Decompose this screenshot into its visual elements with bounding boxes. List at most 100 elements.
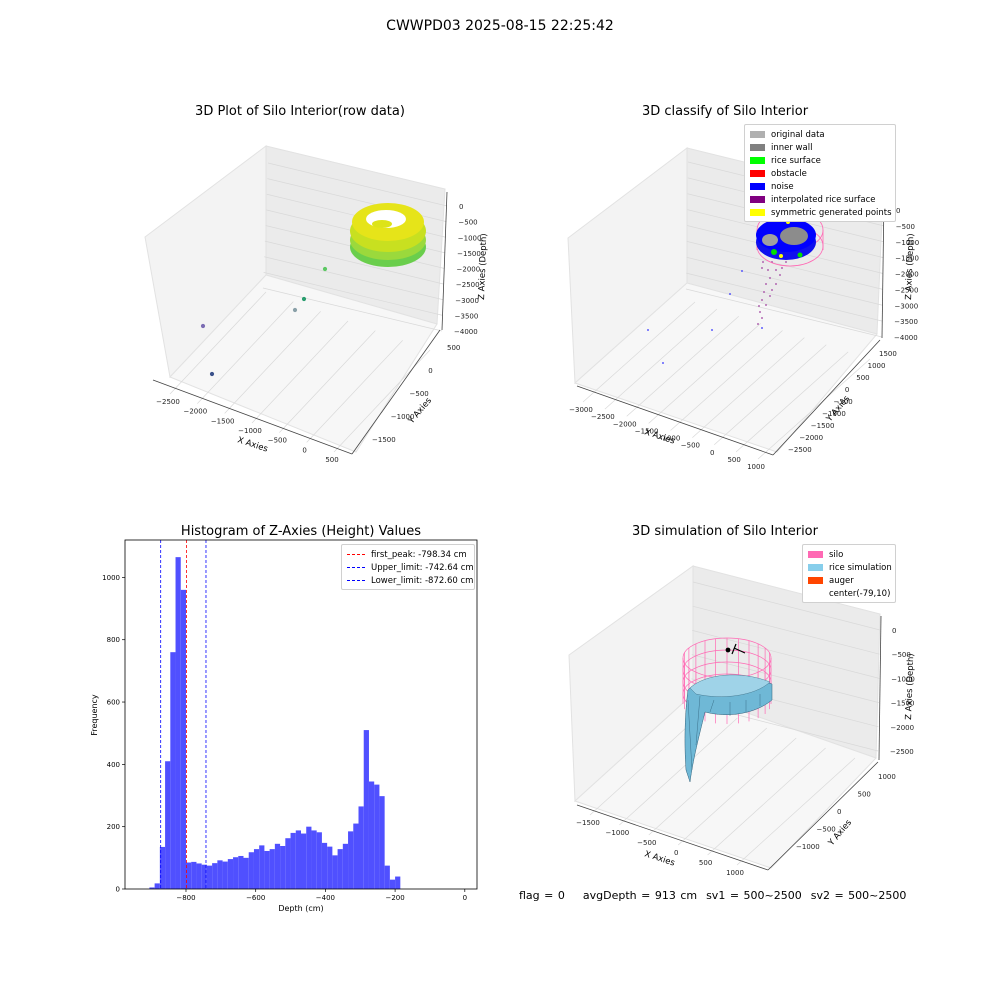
histogram-bar — [154, 883, 160, 889]
classify-z-tick-label: −2500 — [895, 286, 919, 294]
classify-trail-point — [775, 283, 777, 285]
sim-z-tick-label: −1500 — [891, 700, 915, 708]
histogram-bar — [358, 806, 364, 889]
sim-3d-box — [568, 565, 882, 871]
legend-swatch — [808, 551, 823, 558]
legend-label: obstacle — [771, 168, 807, 179]
legend-label: Upper_limit: -742.64 cm — [371, 562, 474, 573]
classify-legend-item: rice surface — [750, 154, 890, 167]
hist-x-tick-label: −800 — [176, 894, 195, 902]
classify-legend-item: inner wall — [750, 141, 890, 154]
histogram-legend-item: Lower_limit: -872.60 cm — [347, 574, 473, 587]
histogram-bar — [290, 832, 296, 889]
sim-rice-surface — [684, 674, 773, 783]
raw-z-tick-label: −3500 — [455, 312, 479, 320]
raw-y-tick-label: −1000 — [391, 413, 415, 421]
histogram-bar — [175, 557, 181, 889]
classify-trail-point — [757, 323, 759, 325]
classify-legend-item: symmetric generated points — [750, 206, 892, 219]
classify-x-tick-label: 0 — [710, 449, 714, 457]
raw-surface-ring — [350, 203, 426, 267]
histogram-bar — [259, 845, 265, 889]
classify-trail-point — [763, 291, 765, 293]
classify-trail-point — [758, 305, 760, 307]
legend-line — [347, 580, 365, 581]
classify-legend-item: original data — [750, 128, 890, 141]
raw-y-tick-label: 0 — [428, 367, 432, 375]
raw-y-tick-label: −1500 — [372, 436, 396, 444]
histogram-bars — [149, 557, 401, 889]
classify-trail-point — [759, 311, 761, 313]
histogram-bar — [191, 861, 197, 889]
raw-z-tick-label: −1500 — [457, 250, 481, 258]
classify-z-tick-label: 0 — [896, 207, 900, 215]
classify-trail-point — [762, 261, 764, 263]
histogram-legend-item: first_peak: -798.34 cm — [347, 548, 469, 561]
sim-y-tick-label: −1000 — [796, 843, 820, 851]
legend-swatch — [808, 564, 823, 571]
legend-label: rice simulation — [829, 562, 892, 573]
classify-trail-point — [781, 267, 783, 269]
panel-sim-title: 3D simulation of Silo Interior — [632, 524, 818, 539]
histogram-bar — [196, 863, 202, 889]
legend-label: auger — [829, 575, 854, 586]
raw-z-tick-label: 0 — [459, 203, 463, 211]
histogram-bar — [149, 887, 155, 889]
classify-trail-point — [771, 289, 773, 291]
histogram-bar — [337, 849, 343, 889]
classify-noise-points — [647, 270, 763, 364]
histogram-bar — [227, 859, 234, 889]
classify-x-tick-label: −3000 — [569, 406, 593, 414]
raw-z-tick-label: −500 — [458, 219, 477, 227]
legend-label: symmetric generated points — [771, 207, 892, 218]
raw-x-tick-label: −1500 — [211, 417, 235, 425]
histogram-bar — [222, 861, 228, 889]
histogram-bar — [170, 652, 176, 889]
legend-swatch — [808, 590, 823, 597]
sim-z-label: Z Axies (Depth) — [904, 653, 916, 720]
legend-line — [347, 554, 365, 555]
legend-swatch — [750, 131, 765, 138]
figure-title: CWWPD03 2025-08-15 22:25:42 — [386, 18, 614, 34]
histogram-bar — [374, 784, 380, 889]
histogram-bar — [311, 830, 317, 889]
classify-trail-point — [769, 277, 771, 279]
classify-trail-point — [765, 283, 767, 285]
histogram-bar — [321, 842, 328, 889]
classify-z-tick-label: −1000 — [896, 239, 920, 247]
histogram-bar — [280, 845, 286, 889]
classify-trail-point — [775, 269, 777, 271]
sim-y-tick-label: 0 — [837, 808, 841, 816]
histogram-frame — [124, 539, 478, 890]
histogram-bar — [274, 843, 281, 889]
panel-hist-title: Histogram of Z-Axies (Height) Values — [180, 524, 422, 539]
sim-center-marker — [725, 643, 746, 655]
raw-z-label: Z Axies (Depth) — [477, 233, 489, 300]
classify-legend-item: interpolated rice surface — [750, 193, 890, 206]
raw-y-tick-label: 500 — [447, 344, 460, 352]
histogram-bar — [180, 589, 186, 889]
raw-points — [200, 266, 328, 377]
legend-label: original data — [771, 129, 825, 140]
raw-data-point — [322, 266, 328, 272]
hist-x-tick-label: −200 — [385, 894, 404, 902]
histogram-bar — [212, 863, 218, 889]
classify-legend-item: obstacle — [750, 167, 890, 180]
classify-trail-point — [765, 304, 767, 306]
hist-x-tick-label: −400 — [316, 894, 335, 902]
histogram-bar — [206, 865, 213, 889]
legend-label: noise — [771, 181, 794, 192]
raw-z-tick-label: −4000 — [454, 328, 478, 336]
histogram-bar — [285, 838, 291, 889]
sim-x-label: X Axies — [643, 849, 676, 868]
histogram-bar — [248, 852, 254, 889]
classify-y-tick-label: −1500 — [811, 422, 835, 430]
simulation-legend: silo rice simulation auger center(-79,10) — [802, 544, 896, 603]
classify-x-tick-label: 500 — [727, 456, 740, 464]
legend-label: interpolated rice surface — [771, 194, 876, 205]
simulation-legend-item: center(-79,10) — [808, 587, 890, 600]
raw-x-tick-label: 500 — [325, 456, 338, 464]
histogram-bar — [165, 761, 171, 889]
classify-x-tick-label: 1000 — [747, 463, 765, 471]
histogram-bar — [217, 860, 223, 889]
